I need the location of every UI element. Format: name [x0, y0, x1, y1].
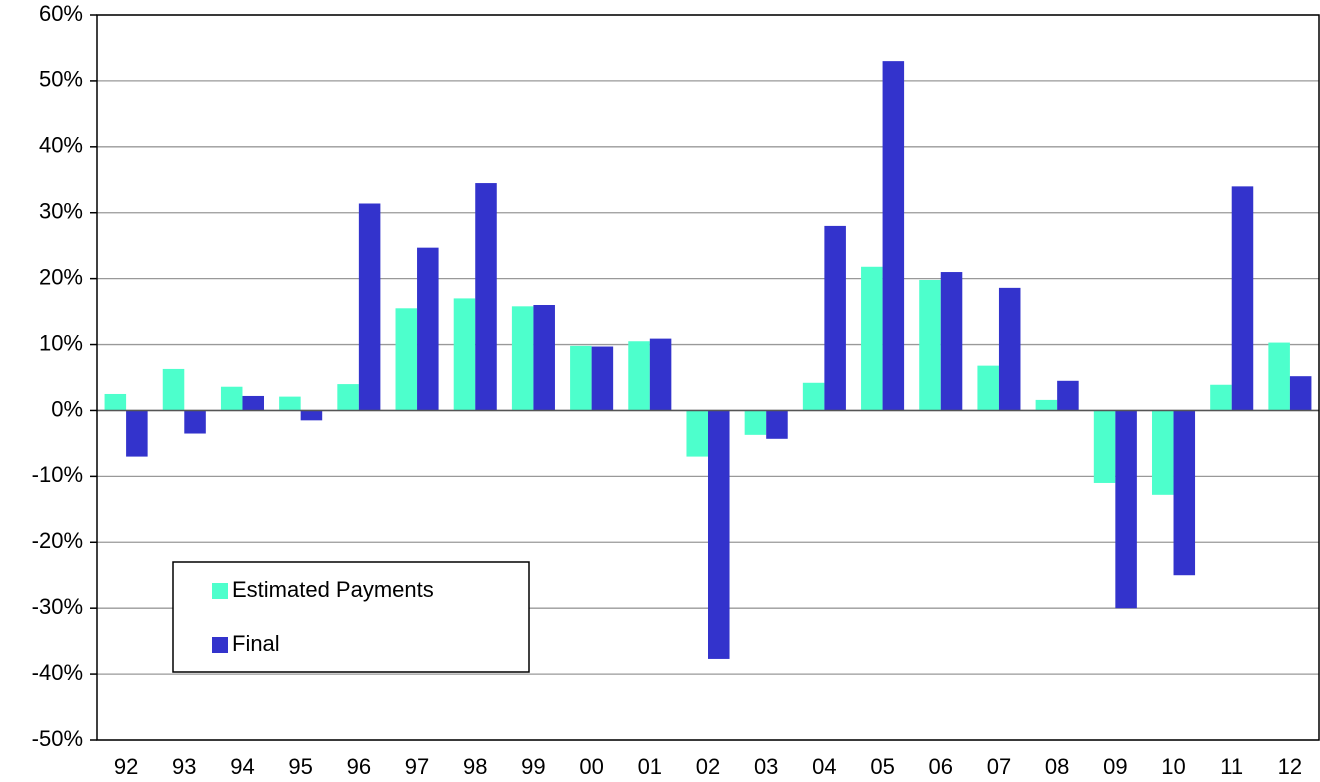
bar — [1268, 342, 1290, 411]
bar — [940, 272, 963, 411]
x-tick-label: 99 — [521, 754, 545, 779]
x-tick-label: 93 — [172, 754, 196, 779]
x-tick-label: 97 — [405, 754, 429, 779]
bar — [358, 203, 381, 411]
bar — [475, 183, 497, 411]
legend-box — [172, 561, 530, 673]
plot-border — [96, 14, 1320, 741]
bar — [591, 346, 614, 411]
y-tick-label: 40% — [39, 133, 83, 158]
bar — [649, 338, 672, 411]
x-tick-label: 00 — [579, 754, 603, 779]
legend-label: Final — [232, 631, 280, 656]
x-tick-label: 05 — [870, 754, 894, 779]
bar — [511, 306, 534, 411]
x-tick-label: 06 — [929, 754, 953, 779]
x-tick-label: 01 — [638, 754, 662, 779]
y-tick-label: -30% — [32, 594, 83, 619]
bar — [104, 393, 127, 411]
bar — [395, 308, 418, 411]
x-tick-label: 98 — [463, 754, 487, 779]
bar — [570, 345, 592, 411]
y-tick-label: -10% — [32, 462, 83, 487]
x-tick-label: 04 — [812, 754, 836, 779]
bar — [1035, 399, 1058, 411]
bar — [162, 368, 185, 411]
x-tick-label: 94 — [230, 754, 254, 779]
x-tick-label: 02 — [696, 754, 720, 779]
y-tick-label: 10% — [39, 330, 83, 355]
bar — [708, 410, 730, 659]
y-tick-label: -40% — [32, 660, 83, 685]
bar — [417, 247, 439, 411]
x-tick-label: 10 — [1161, 754, 1185, 779]
y-tick-label: -50% — [32, 726, 83, 751]
x-tick-label: 07 — [987, 754, 1011, 779]
y-tick-label: 60% — [39, 1, 83, 26]
bar — [279, 396, 301, 411]
bar — [1057, 380, 1079, 411]
bar — [882, 61, 905, 411]
bar — [1173, 410, 1196, 576]
bar — [184, 410, 206, 434]
bar — [861, 266, 883, 411]
bar — [1093, 410, 1116, 483]
bar — [919, 279, 941, 411]
bar — [126, 410, 148, 457]
bar — [802, 382, 825, 411]
bar — [1231, 186, 1254, 411]
x-tick-label: 96 — [347, 754, 371, 779]
y-tick-label: 30% — [39, 199, 83, 224]
bar — [533, 305, 555, 411]
x-tick-label: 12 — [1278, 754, 1302, 779]
bar — [1289, 376, 1312, 411]
x-tick-label: 92 — [114, 754, 138, 779]
bar — [242, 395, 265, 411]
legend-label: Estimated Payments — [232, 577, 434, 602]
bar — [1210, 384, 1232, 411]
bar — [998, 287, 1021, 411]
bar — [337, 384, 359, 411]
bar — [300, 410, 323, 421]
bar — [628, 341, 650, 411]
y-tick-label: 50% — [39, 67, 83, 92]
bar — [744, 410, 767, 435]
y-tick-label: -20% — [32, 528, 83, 553]
bar — [766, 410, 788, 439]
x-tick-label: 95 — [288, 754, 312, 779]
x-tick-label: 11 — [1220, 754, 1243, 779]
x-tick-label: 09 — [1103, 754, 1127, 779]
y-tick-label: 20% — [39, 264, 83, 289]
y-tick-label: 0% — [51, 396, 83, 421]
legend-swatch — [212, 637, 228, 653]
x-tick-label: 03 — [754, 754, 778, 779]
bar — [1115, 410, 1137, 609]
legend-swatch — [212, 583, 228, 599]
bar — [686, 410, 708, 457]
bar — [977, 365, 999, 411]
bar — [220, 386, 243, 411]
bar — [453, 298, 476, 411]
x-tick-label: 08 — [1045, 754, 1069, 779]
bar — [824, 225, 846, 411]
bar — [1151, 410, 1174, 495]
